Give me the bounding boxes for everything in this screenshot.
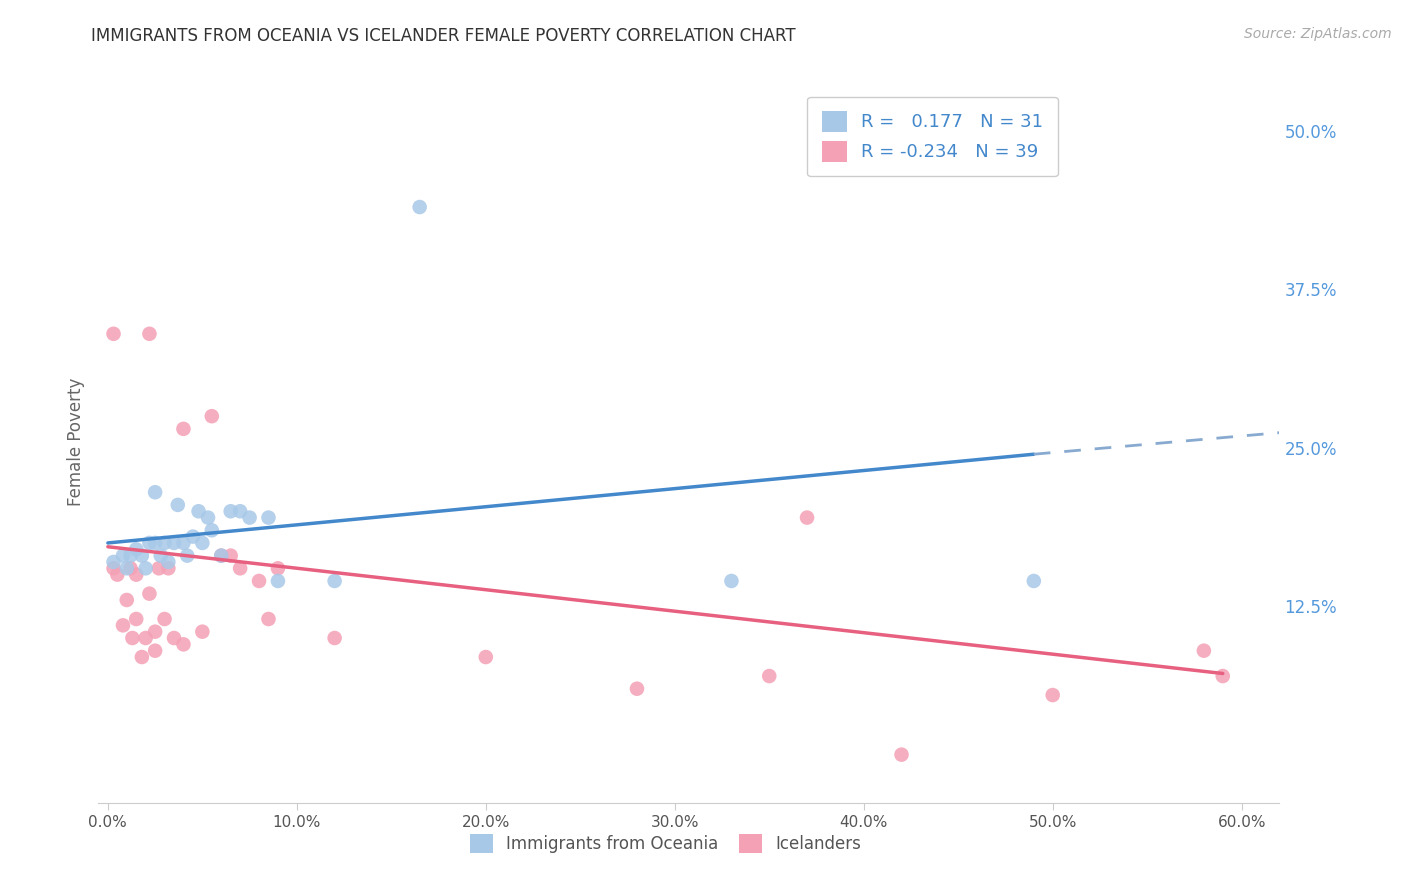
Point xyxy=(138,536,160,550)
Point xyxy=(257,510,280,524)
Point xyxy=(143,624,166,639)
Point xyxy=(157,561,180,575)
Point xyxy=(172,422,194,436)
Point xyxy=(131,549,153,563)
Point xyxy=(475,650,498,665)
Point xyxy=(191,536,214,550)
Point xyxy=(143,485,166,500)
Point xyxy=(209,549,232,563)
Point xyxy=(219,549,242,563)
Point xyxy=(257,612,280,626)
Point xyxy=(103,555,125,569)
Point xyxy=(143,536,166,550)
Point xyxy=(153,536,176,550)
Point xyxy=(1022,574,1045,588)
Point xyxy=(176,549,198,563)
Point xyxy=(115,561,138,575)
Point xyxy=(267,574,290,588)
Point xyxy=(197,510,219,524)
Point xyxy=(239,510,262,524)
Point xyxy=(135,631,157,645)
Point xyxy=(229,504,252,518)
Point xyxy=(115,593,138,607)
Point xyxy=(163,536,186,550)
Point xyxy=(111,618,134,632)
Point xyxy=(120,561,142,575)
Point xyxy=(626,681,648,696)
Point xyxy=(138,587,160,601)
Point xyxy=(172,637,194,651)
Point xyxy=(149,549,172,563)
Point xyxy=(219,504,242,518)
Point xyxy=(105,567,128,582)
Point xyxy=(187,504,209,518)
Point xyxy=(758,669,780,683)
Text: Source: ZipAtlas.com: Source: ZipAtlas.com xyxy=(1244,27,1392,41)
Point xyxy=(125,612,148,626)
Point xyxy=(166,498,188,512)
Point xyxy=(172,536,194,550)
Point xyxy=(111,549,134,563)
Point xyxy=(125,542,148,557)
Point xyxy=(229,561,252,575)
Point xyxy=(209,549,232,563)
Point xyxy=(191,624,214,639)
Point xyxy=(181,530,204,544)
Point xyxy=(247,574,270,588)
Point xyxy=(131,650,153,665)
Point xyxy=(163,631,186,645)
Point xyxy=(103,561,125,575)
Point xyxy=(201,523,224,537)
Point xyxy=(323,631,346,645)
Point xyxy=(720,574,742,588)
Point xyxy=(796,510,818,524)
Point xyxy=(148,561,170,575)
Point xyxy=(1042,688,1064,702)
Point xyxy=(323,574,346,588)
Point xyxy=(408,200,430,214)
Point xyxy=(1212,669,1234,683)
Point xyxy=(138,326,160,341)
Point xyxy=(267,561,290,575)
Point xyxy=(125,567,148,582)
Point xyxy=(103,326,125,341)
Point xyxy=(157,555,180,569)
Y-axis label: Female Poverty: Female Poverty xyxy=(66,377,84,506)
Point xyxy=(120,549,142,563)
Point xyxy=(135,561,157,575)
Text: IMMIGRANTS FROM OCEANIA VS ICELANDER FEMALE POVERTY CORRELATION CHART: IMMIGRANTS FROM OCEANIA VS ICELANDER FEM… xyxy=(91,27,796,45)
Point xyxy=(143,643,166,657)
Point xyxy=(1192,643,1215,657)
Point xyxy=(121,631,143,645)
Legend: Immigrants from Oceania, Icelanders: Immigrants from Oceania, Icelanders xyxy=(463,827,868,860)
Point xyxy=(153,612,176,626)
Point xyxy=(890,747,912,762)
Point xyxy=(201,409,224,424)
